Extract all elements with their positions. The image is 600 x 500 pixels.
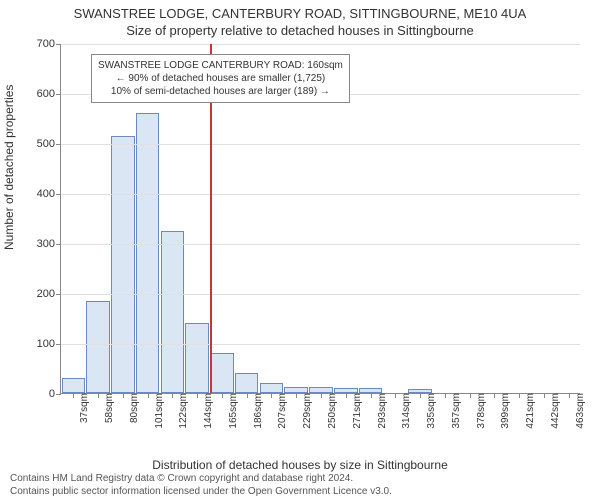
annotation-box: SWANSTREE LODGE CANTERBURY ROAD: 160sqm←… [91, 54, 350, 103]
gridline-h [61, 294, 580, 295]
annotation-line: SWANSTREE LODGE CANTERBURY ROAD: 160sqm [98, 59, 343, 72]
xtick-mark [321, 393, 322, 398]
histogram-bar [111, 136, 135, 394]
xtick-mark [197, 393, 198, 398]
annotation-line: ← 90% of detached houses are smaller (1,… [98, 72, 343, 85]
xtick-label: 271sqm [350, 393, 363, 429]
xtick-label: 101sqm [152, 393, 165, 429]
y-axis-label: Number of detached properties [2, 85, 16, 250]
xtick-label: 186sqm [251, 393, 264, 429]
gridline-h [61, 144, 580, 145]
histogram-bar [161, 231, 185, 394]
ytick-label: 0 [49, 388, 61, 400]
xtick-mark [470, 393, 471, 398]
ytick-label: 300 [37, 238, 61, 250]
xtick-mark [271, 393, 272, 398]
xtick-label: 442sqm [548, 393, 561, 429]
ytick-label: 200 [37, 288, 61, 300]
ytick-label: 700 [37, 38, 61, 50]
xtick-mark [519, 393, 520, 398]
annotation-line: 10% of semi-detached houses are larger (… [98, 85, 343, 98]
xtick-mark [148, 393, 149, 398]
xtick-label: 421sqm [523, 393, 536, 429]
histogram-bar [185, 323, 209, 393]
xtick-label: 378sqm [474, 393, 487, 429]
xtick-mark [123, 393, 124, 398]
xtick-mark [569, 393, 570, 398]
gridline-h [61, 344, 580, 345]
x-axis-label: Distribution of detached houses by size … [0, 458, 600, 472]
histogram-bar [235, 373, 259, 393]
gridline-h [61, 194, 580, 195]
histogram-plot: 010020030040050060070037sqm58sqm80sqm101… [60, 44, 580, 394]
xtick-mark [494, 393, 495, 398]
xtick-label: 250sqm [325, 393, 338, 429]
xtick-label: 37sqm [77, 393, 90, 423]
ytick-label: 400 [37, 188, 61, 200]
xtick-mark [247, 393, 248, 398]
xtick-mark [420, 393, 421, 398]
xtick-mark [172, 393, 173, 398]
ytick-label: 100 [37, 338, 61, 350]
xtick-label: 463sqm [573, 393, 586, 429]
histogram-bar [260, 383, 284, 393]
xtick-label: 80sqm [127, 393, 140, 423]
xtick-label: 293sqm [375, 393, 388, 429]
xtick-label: 58sqm [102, 393, 115, 423]
xtick-label: 229sqm [300, 393, 313, 429]
xtick-label: 122sqm [176, 393, 189, 429]
xtick-mark [395, 393, 396, 398]
xtick-label: 314sqm [399, 393, 412, 429]
xtick-mark [346, 393, 347, 398]
histogram-bar [86, 301, 110, 394]
xtick-mark [222, 393, 223, 398]
xtick-mark [98, 393, 99, 398]
ytick-label: 500 [37, 138, 61, 150]
gridline-h [61, 244, 580, 245]
footer-line-1: Contains HM Land Registry data © Crown c… [10, 473, 590, 486]
xtick-mark [73, 393, 74, 398]
footer-line-2: Contains public sector information licen… [10, 486, 590, 499]
xtick-label: 399sqm [498, 393, 511, 429]
ytick-label: 600 [37, 88, 61, 100]
xtick-label: 165sqm [226, 393, 239, 429]
xtick-label: 335sqm [424, 393, 437, 429]
footer-attribution: Contains HM Land Registry data © Crown c… [10, 473, 590, 498]
xtick-mark [371, 393, 372, 398]
xtick-mark [445, 393, 446, 398]
page-subtitle: Size of property relative to detached ho… [0, 21, 600, 38]
xtick-mark [544, 393, 545, 398]
xtick-label: 207sqm [275, 393, 288, 429]
histogram-bar [136, 113, 160, 393]
xtick-label: 144sqm [201, 393, 214, 429]
histogram-bar [62, 378, 86, 393]
gridline-h [61, 44, 580, 45]
xtick-label: 357sqm [449, 393, 462, 429]
xtick-mark [296, 393, 297, 398]
histogram-bar [210, 353, 234, 393]
page-title-address: SWANSTREE LODGE, CANTERBURY ROAD, SITTIN… [0, 0, 600, 21]
